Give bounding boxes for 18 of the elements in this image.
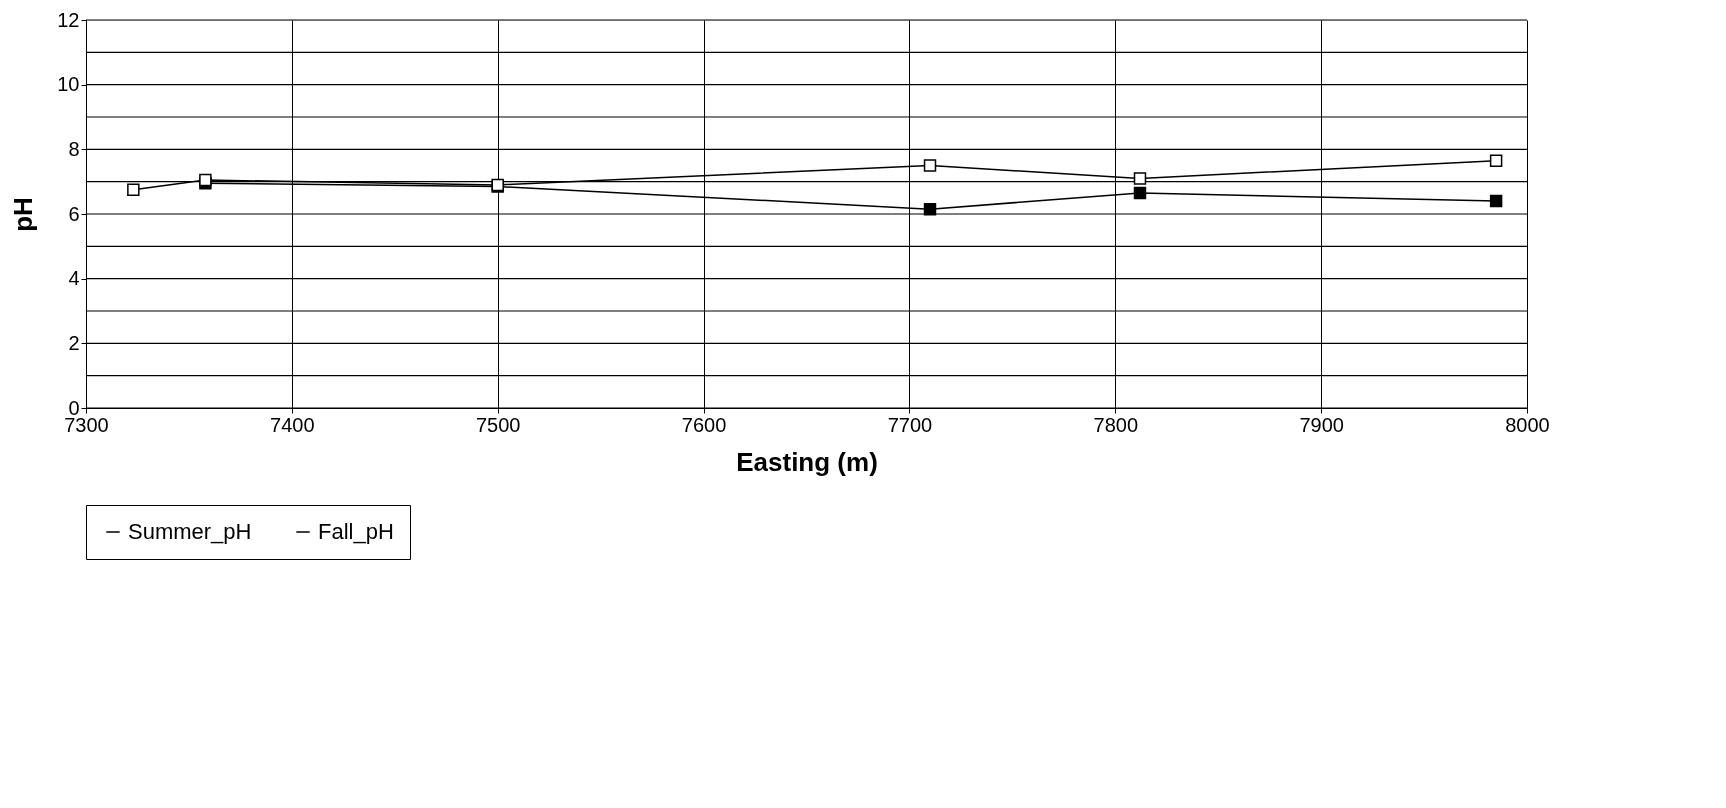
y-tick-label: 2	[68, 331, 80, 354]
y-tick-label: 0	[68, 396, 80, 419]
legend-label: Summer_pH	[128, 519, 252, 544]
x-tick-label: 8000	[1505, 413, 1550, 436]
y-tick-label: 6	[68, 202, 80, 225]
y-tick-label: 10	[57, 73, 80, 96]
x-axis-title: Easting (m)	[736, 446, 878, 477]
x-tick-label: 7600	[681, 413, 727, 436]
x-tick-label: 7400	[270, 413, 315, 436]
x-tick-label: 7700	[887, 413, 933, 436]
y-axis-title: pH	[8, 197, 39, 232]
y-tick-label: 4	[68, 267, 80, 290]
x-tick-label: 7900	[1299, 413, 1344, 436]
y-tick-label: 8	[68, 137, 80, 160]
y-tick-label: 12	[57, 8, 80, 31]
x-tick-label: 7800	[1093, 413, 1139, 436]
legend-label: Fall_pH	[318, 519, 394, 544]
x-tick-label: 7500	[475, 413, 521, 436]
